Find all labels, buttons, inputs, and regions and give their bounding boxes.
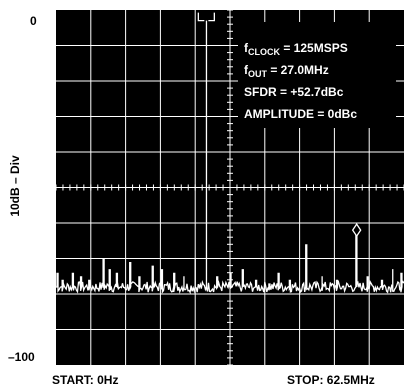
annotation-box: fCLOCK = 125MSPS fOUT = 27.0MHz SFDR = +52… bbox=[238, 22, 396, 128]
y-bottom-label: –100 bbox=[8, 350, 35, 364]
fundamental-marker bbox=[197, 12, 215, 22]
x-start-label: START: 0Hz bbox=[52, 373, 119, 387]
annotation-line: SFDR = +52.7dBc bbox=[244, 85, 344, 99]
annotation-bg bbox=[238, 22, 396, 128]
markers bbox=[197, 12, 362, 238]
x-stop-label: STOP: 62.5MHz bbox=[287, 373, 375, 387]
spectrum-line bbox=[55, 20, 404, 295]
annotation-line: AMPLITUDE = 0dBc bbox=[244, 107, 357, 121]
spur-marker bbox=[351, 222, 362, 238]
y-top-label: 0 bbox=[30, 14, 37, 28]
annotation-line: fOUT = 27.0MHz bbox=[244, 63, 329, 79]
annotation-line: fCLOCK = 125MSPS bbox=[244, 41, 348, 57]
